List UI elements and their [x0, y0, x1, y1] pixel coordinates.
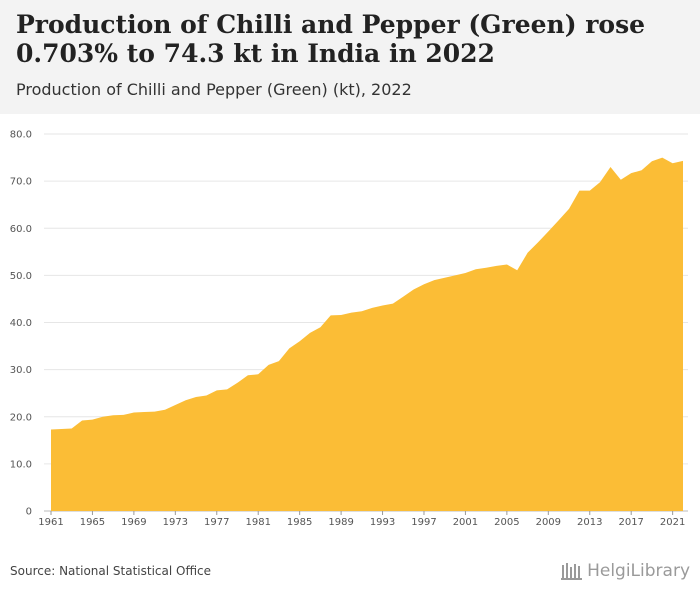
x-tick-label: 1985 [287, 517, 312, 528]
y-tick-label: 50.0 [10, 271, 32, 282]
y-tick-label: 10.0 [10, 459, 32, 470]
y-tick-label: 70.0 [10, 177, 32, 188]
x-tick-label: 1981 [245, 517, 270, 528]
source-note: Source: National Statistical Office [10, 564, 212, 578]
y-tick-label: 30.0 [10, 365, 32, 376]
x-tick-label: 2021 [660, 517, 685, 528]
chart-subtitle: Production of Chilli and Pepper (Green) … [16, 80, 412, 99]
x-tick-label: 2017 [618, 517, 643, 528]
y-tick-label: 40.0 [10, 318, 32, 329]
x-tick-label: 1969 [121, 517, 146, 528]
x-tick-label: 1965 [80, 517, 105, 528]
library-building-icon [561, 563, 583, 580]
helgi-library-logo: HelgiLibrary [561, 560, 690, 582]
chart-title: Production of Chilli and Pepper (Green) … [16, 10, 646, 68]
x-tick-label: 1973 [163, 517, 188, 528]
x-tick-label: 1989 [328, 517, 353, 528]
x-tick-label: 2005 [494, 517, 519, 528]
x-tick-label: 2001 [453, 517, 478, 528]
logo-text: HelgiLibrary [587, 561, 690, 581]
y-axis: 0 10.0 20.0 30.0 40.0 50.0 60.0 70.0 80.0 [10, 130, 32, 518]
x-tick-label: 2013 [577, 517, 602, 528]
y-tick-label: 80.0 [10, 130, 32, 141]
x-tick-label: 2009 [536, 517, 561, 528]
x-tick-label: 1993 [370, 517, 395, 528]
x-tick-label: 1977 [204, 517, 229, 528]
area-chart: 010.020.030.040.050.060.070.080.0 1961 19… [10, 130, 688, 528]
header-band [0, 0, 700, 114]
x-tick-label: 1961 [38, 517, 63, 528]
y-tick-label: 0 [26, 507, 32, 518]
x-axis: 1961 1965 1969 1973 1977 1981 1985 1989 1993 1997… [38, 511, 685, 528]
y-tick-label: 20.0 [10, 412, 32, 423]
production-area [51, 157, 683, 511]
x-tick-label: 1997 [411, 517, 436, 528]
y-tick-label: 60.0 [10, 224, 32, 235]
